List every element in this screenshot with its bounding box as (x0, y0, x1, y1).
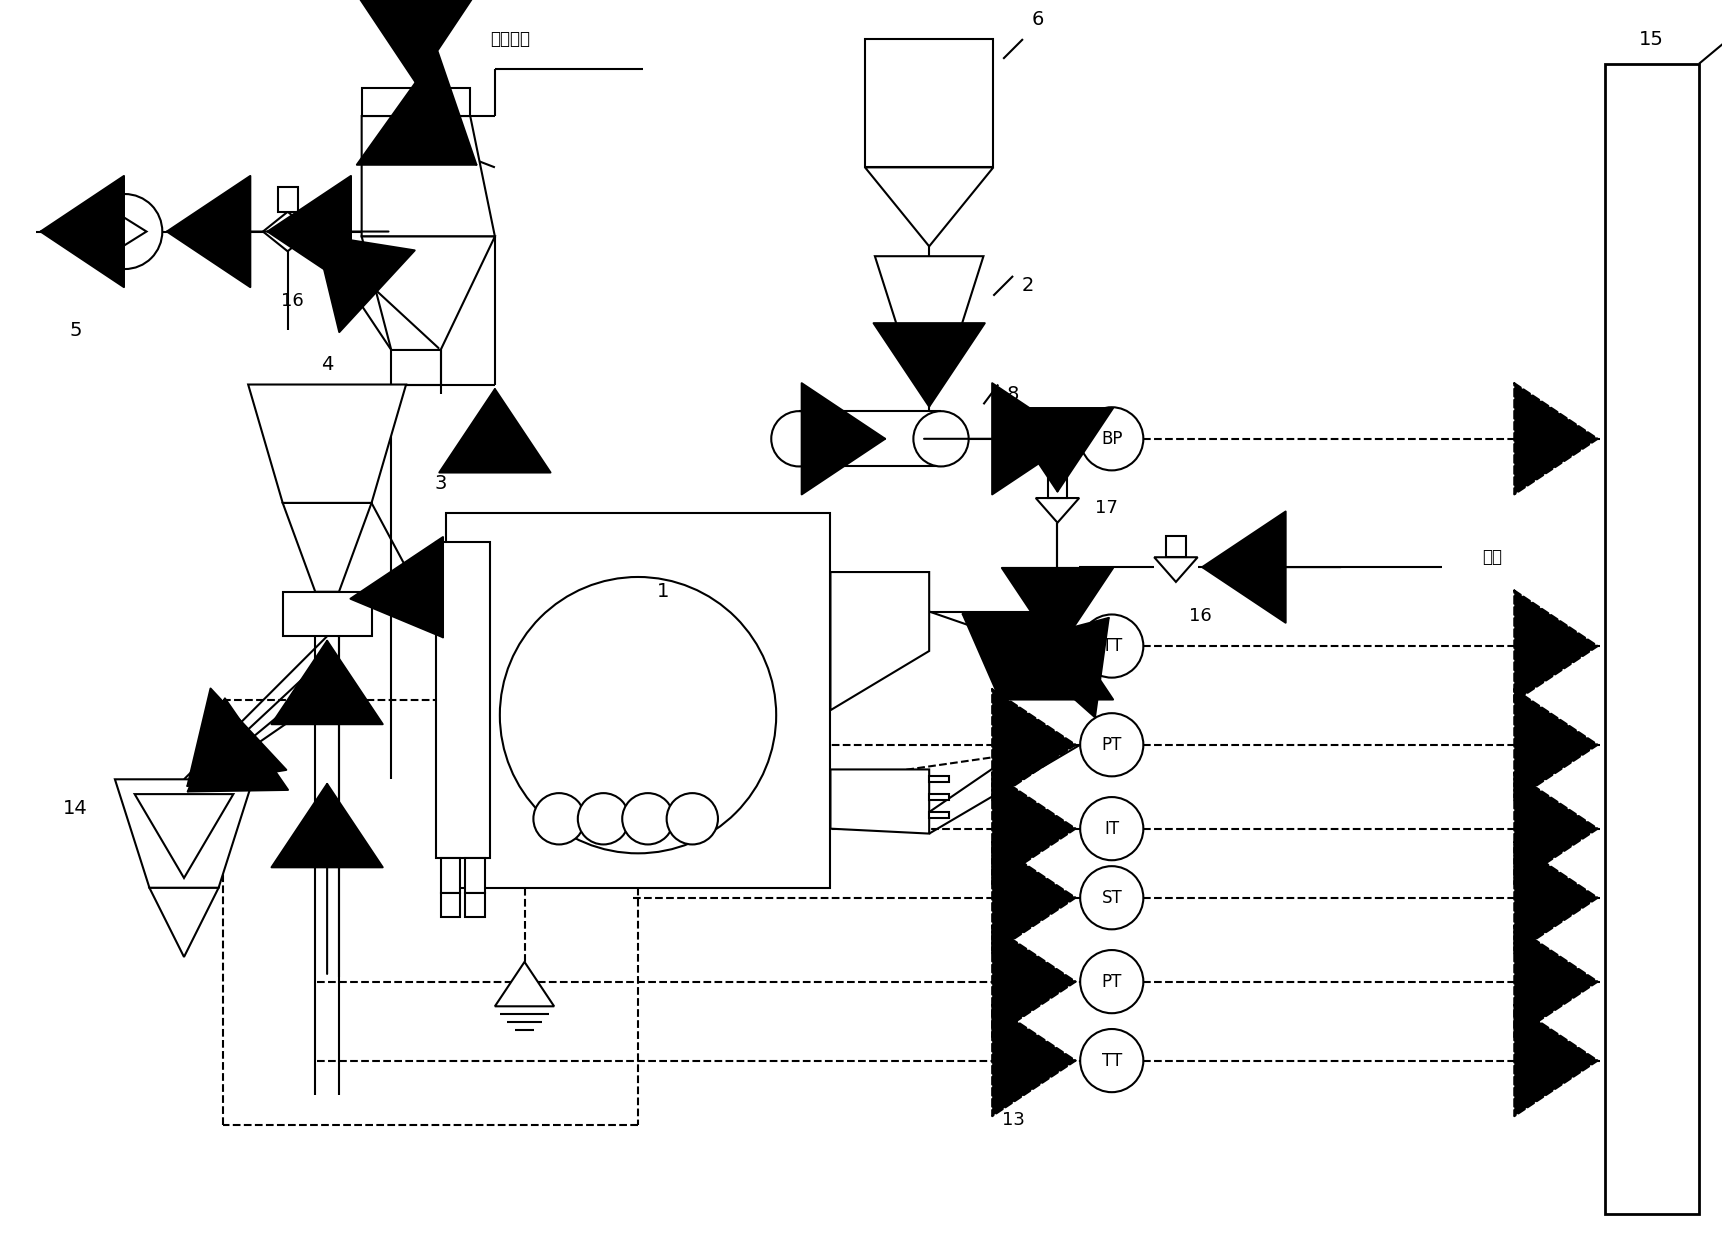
Polygon shape (830, 572, 928, 711)
Bar (1048, 476, 1067, 498)
Bar (445, 513, 830, 888)
Text: 冷风: 冷风 (1008, 445, 1027, 462)
Text: 2: 2 (1022, 276, 1034, 295)
Text: 1: 1 (656, 582, 669, 601)
Text: 压缩空气: 压缩空气 (490, 30, 530, 48)
Polygon shape (107, 207, 147, 256)
Bar (1166, 536, 1185, 557)
Text: 8: 8 (1006, 384, 1018, 404)
Bar (864, 39, 992, 168)
Text: PT: PT (1102, 736, 1121, 753)
Polygon shape (362, 116, 495, 237)
Polygon shape (864, 168, 992, 247)
Text: 热风温度: 热风温度 (1619, 633, 1659, 650)
Text: 13: 13 (1001, 1111, 1024, 1129)
Bar (928, 776, 949, 782)
Text: 15: 15 (1638, 29, 1663, 49)
Text: TT: TT (1102, 638, 1121, 655)
Polygon shape (1036, 498, 1079, 523)
Circle shape (771, 411, 826, 466)
Text: 3: 3 (435, 474, 447, 493)
Text: 9: 9 (1006, 844, 1018, 862)
Text: PT: PT (1102, 973, 1121, 990)
Text: 磨机入口压力: 磨机入口压力 (1619, 731, 1678, 748)
Text: 磨音信息: 磨音信息 (1619, 883, 1659, 902)
Circle shape (533, 793, 584, 844)
Bar (928, 794, 949, 800)
Text: 磨机电流: 磨机电流 (1619, 815, 1659, 833)
Bar (440, 858, 461, 893)
Polygon shape (135, 794, 234, 878)
Text: 磨机出口温度: 磨机出口温度 (1619, 1047, 1678, 1065)
Polygon shape (149, 888, 218, 956)
Polygon shape (362, 237, 495, 350)
Text: 磨机出口压力: 磨机出口压力 (1619, 968, 1678, 985)
Circle shape (1079, 798, 1143, 861)
Circle shape (1079, 866, 1143, 930)
Bar (464, 893, 485, 917)
Bar (1604, 64, 1697, 1213)
Bar (277, 188, 298, 212)
Bar (928, 811, 949, 818)
Circle shape (499, 577, 776, 853)
Polygon shape (495, 961, 554, 1007)
Text: 6: 6 (1031, 10, 1043, 29)
Text: 12: 12 (1001, 1076, 1024, 1094)
Text: 5: 5 (69, 321, 81, 340)
Circle shape (667, 793, 717, 844)
Text: 16: 16 (281, 291, 303, 310)
Bar (282, 592, 371, 636)
Circle shape (622, 793, 674, 844)
Bar (362, 88, 469, 116)
Polygon shape (114, 779, 253, 888)
Circle shape (1079, 615, 1143, 678)
Text: 11: 11 (1001, 998, 1024, 1016)
Text: BP: BP (1100, 430, 1122, 447)
Circle shape (1079, 407, 1143, 470)
Circle shape (1079, 950, 1143, 1013)
Text: 17: 17 (1095, 499, 1117, 517)
Text: ST: ST (1102, 888, 1122, 907)
Circle shape (1079, 713, 1143, 776)
Text: 4: 4 (320, 355, 333, 374)
Text: 10: 10 (1001, 914, 1024, 931)
Polygon shape (263, 212, 312, 251)
Polygon shape (875, 256, 982, 365)
Text: 16: 16 (1188, 607, 1211, 625)
Text: 14: 14 (62, 799, 88, 819)
Polygon shape (1154, 557, 1197, 582)
Polygon shape (282, 503, 371, 592)
Circle shape (577, 793, 629, 844)
Circle shape (1079, 1029, 1143, 1092)
Text: IT: IT (1103, 820, 1119, 838)
Polygon shape (248, 384, 405, 503)
Text: 热风: 热风 (1481, 548, 1502, 566)
Bar (435, 543, 490, 858)
Bar (440, 893, 461, 917)
Bar (464, 858, 485, 893)
Circle shape (87, 194, 163, 270)
Text: 7: 7 (1006, 761, 1018, 779)
Circle shape (913, 411, 968, 466)
Polygon shape (830, 770, 928, 834)
Text: TT: TT (1102, 1052, 1121, 1070)
